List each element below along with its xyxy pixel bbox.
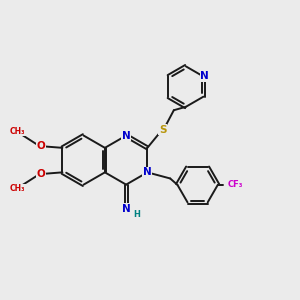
- Text: S: S: [159, 125, 166, 135]
- Text: CH₃: CH₃: [10, 127, 26, 136]
- Text: N: N: [122, 204, 130, 214]
- Text: O: O: [37, 169, 45, 179]
- Text: CF₃: CF₃: [227, 180, 243, 189]
- Text: H: H: [133, 210, 140, 219]
- Text: CH₃: CH₃: [10, 184, 26, 193]
- Text: N: N: [200, 71, 209, 82]
- Text: N: N: [143, 167, 152, 177]
- Text: O: O: [37, 141, 45, 152]
- Text: N: N: [122, 130, 130, 141]
